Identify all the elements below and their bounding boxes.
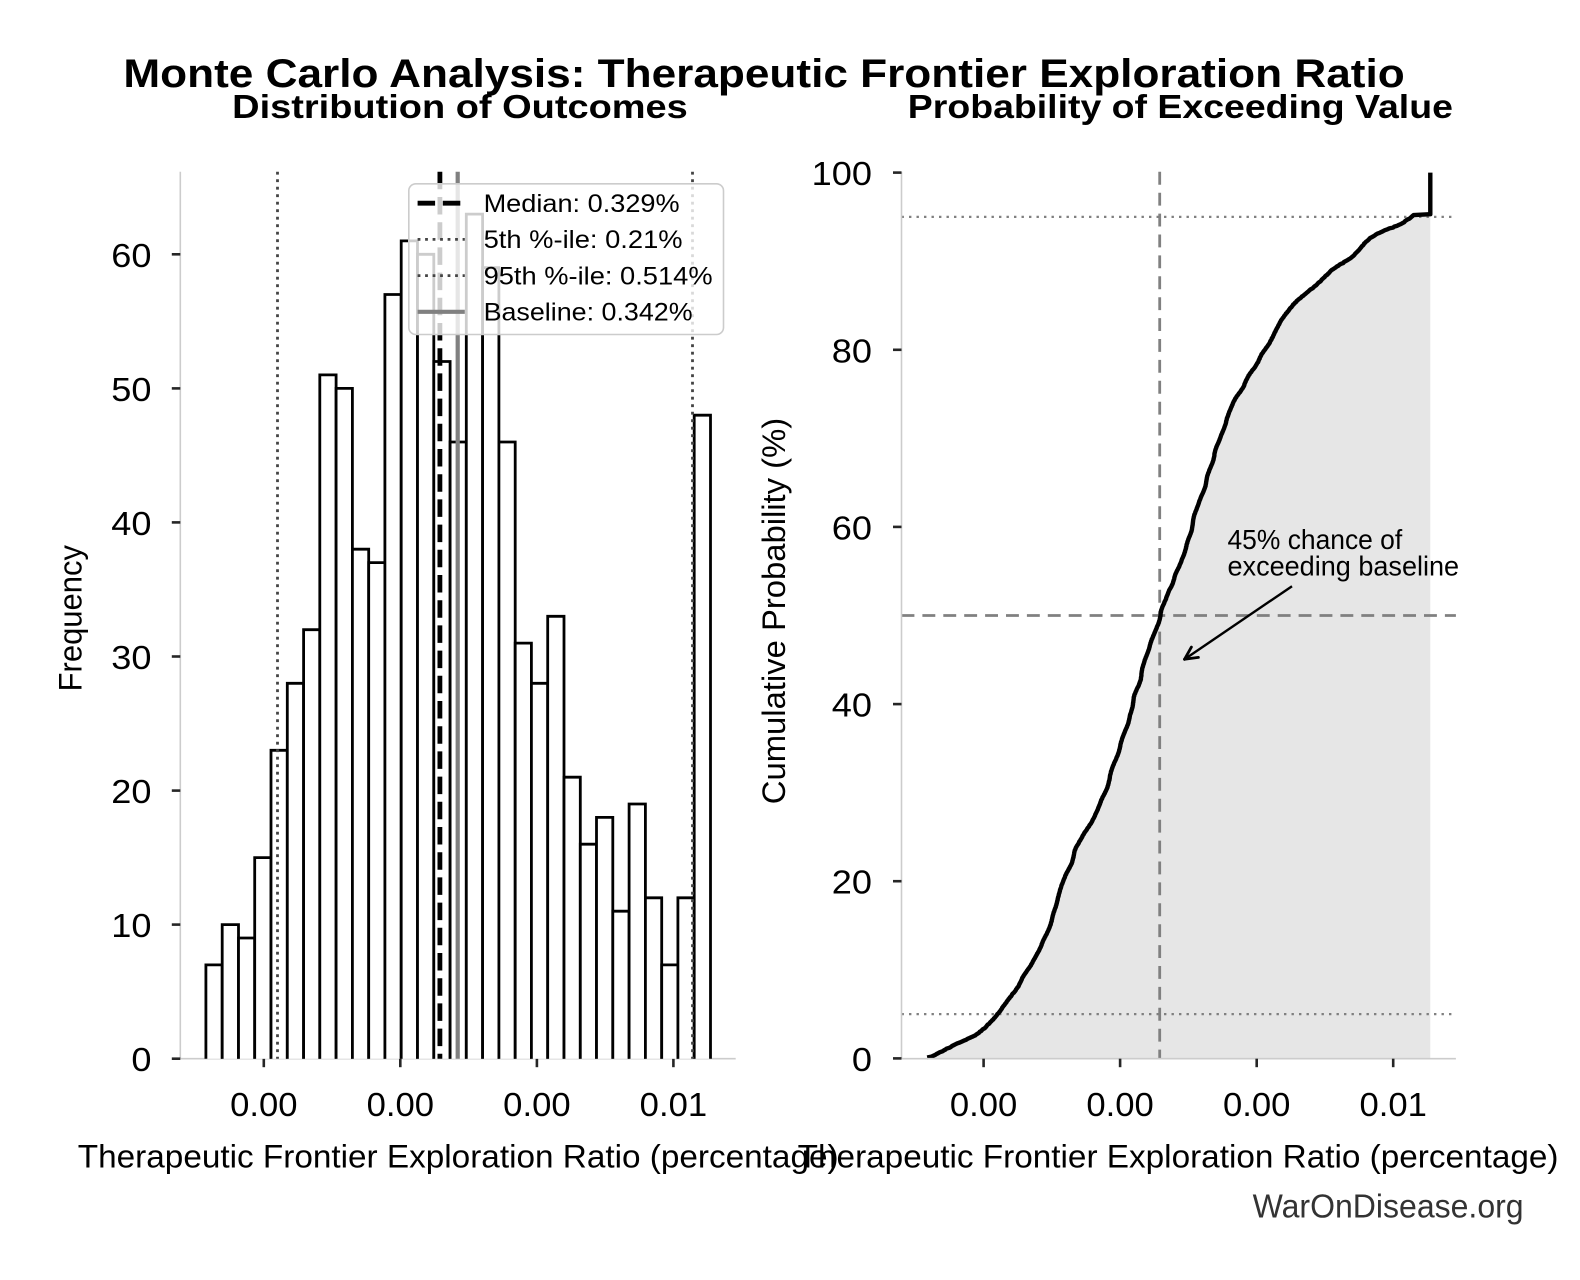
svg-text:Baseline: 0.342%: Baseline: 0.342% xyxy=(484,299,693,327)
svg-text:10: 10 xyxy=(111,907,151,944)
svg-text:Frequency: Frequency xyxy=(53,544,89,691)
svg-text:50: 50 xyxy=(111,371,151,408)
svg-text:60: 60 xyxy=(111,237,151,274)
svg-text:WarOnDisease.org: WarOnDisease.org xyxy=(1253,1189,1524,1226)
svg-text:Therapeutic Frontier Explorati: Therapeutic Frontier Exploration Ratio (… xyxy=(78,1138,839,1174)
svg-text:0.01: 0.01 xyxy=(1360,1086,1427,1123)
svg-text:20: 20 xyxy=(832,864,872,901)
svg-text:0: 0 xyxy=(131,1041,151,1078)
svg-text:5th %-ile: 0.21%: 5th %-ile: 0.21% xyxy=(484,226,683,254)
svg-text:Median: 0.329%: Median: 0.329% xyxy=(484,190,680,218)
svg-text:0: 0 xyxy=(852,1041,872,1078)
svg-text:Therapeutic Frontier Explorati: Therapeutic Frontier Exploration Ratio (… xyxy=(798,1138,1559,1174)
svg-text:0.00: 0.00 xyxy=(503,1086,570,1123)
svg-text:0.00: 0.00 xyxy=(1223,1086,1290,1123)
svg-text:0.00: 0.00 xyxy=(230,1086,297,1123)
svg-text:20: 20 xyxy=(111,773,151,810)
svg-text:60: 60 xyxy=(832,509,872,546)
svg-text:Cumulative Probability (%): Cumulative Probability (%) xyxy=(756,418,792,804)
svg-text:40: 40 xyxy=(832,687,872,724)
svg-text:40: 40 xyxy=(111,505,151,542)
svg-text:100: 100 xyxy=(812,155,872,192)
svg-text:30: 30 xyxy=(111,639,151,676)
svg-text:Monte Carlo Analysis: Therapeu: Monte Carlo Analysis: Therapeutic Fronti… xyxy=(123,52,1404,96)
svg-text:Probability of Exceeding Value: Probability of Exceeding Value xyxy=(908,89,1453,126)
svg-text:0.00: 0.00 xyxy=(1086,1086,1153,1123)
svg-text:0.00: 0.00 xyxy=(367,1086,434,1123)
svg-text:45% chance of: 45% chance of xyxy=(1228,523,1403,555)
svg-text:80: 80 xyxy=(832,332,872,369)
svg-text:0.00: 0.00 xyxy=(950,1086,1017,1123)
svg-text:95th %-ile: 0.514%: 95th %-ile: 0.514% xyxy=(484,262,713,290)
svg-text:exceeding baseline: exceeding baseline xyxy=(1228,549,1460,581)
svg-text:Distribution of Outcomes: Distribution of Outcomes xyxy=(232,89,688,126)
svg-text:0.01: 0.01 xyxy=(640,1086,707,1123)
